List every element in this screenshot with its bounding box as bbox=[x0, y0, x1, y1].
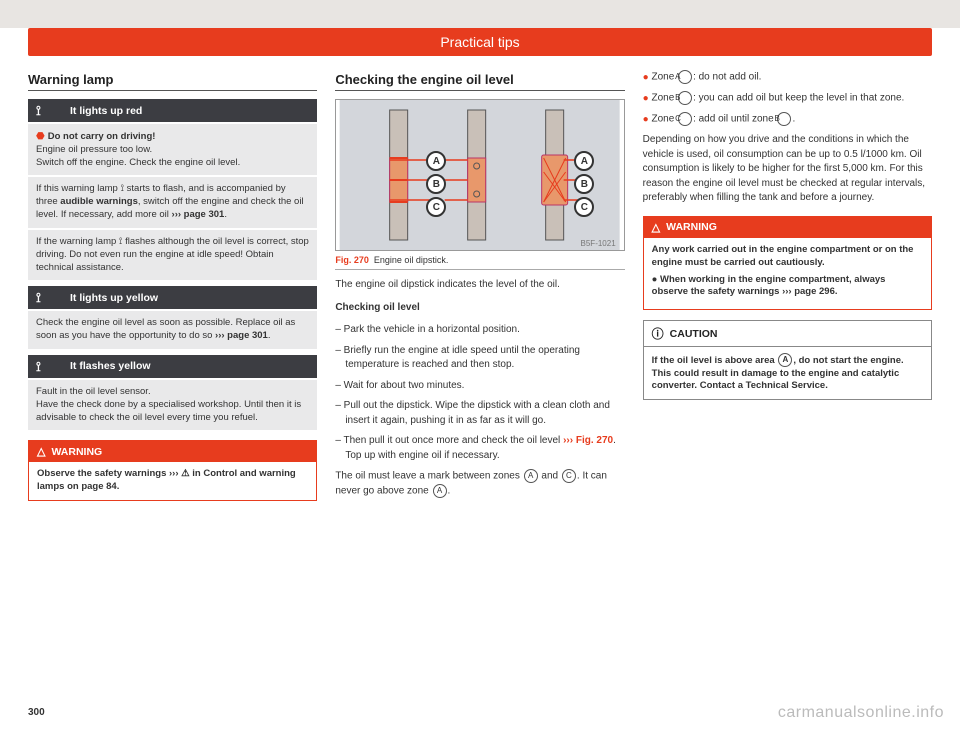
caution-body: If the oil level is above area A, do not… bbox=[644, 347, 931, 399]
fig-label-C2: C bbox=[574, 197, 594, 217]
section-title-check-oil: Checking the engine oil level bbox=[335, 72, 624, 91]
lamp-bar-yellow: ⟟ It lights up yellow bbox=[28, 286, 317, 309]
warning-title-2: WARNING bbox=[666, 221, 717, 233]
col2-s1: – Park the vehicle in a horizontal posit… bbox=[335, 323, 624, 338]
zone-A-ring3: A bbox=[678, 70, 692, 84]
page-number: 300 bbox=[28, 707, 45, 718]
page: Practical tips Warning lamp ⟟ It lights … bbox=[0, 28, 960, 736]
fig-label-A2: A bbox=[574, 151, 594, 171]
warning-title-1: WARNING bbox=[51, 446, 102, 458]
warning-triangle-icon: △ bbox=[37, 445, 45, 458]
column-3: Zone A: do not add oil. Zone B: you can … bbox=[643, 70, 932, 507]
columns: Warning lamp ⟟ It lights up red ⬣Do not … bbox=[28, 70, 932, 507]
col3-p1: Depending on how you drive and the condi… bbox=[643, 133, 932, 206]
warning-triangle-icon: △ bbox=[652, 221, 660, 234]
warning2-p1: Any work carried out in the engine compa… bbox=[652, 244, 914, 268]
col2-p1: The engine oil dipstick indicates the le… bbox=[335, 278, 624, 293]
lamp-bar-red: ⟟ It lights up red bbox=[28, 99, 317, 122]
lamp-bar-yellow-flash: ⟟ It flashes yellow bbox=[28, 355, 317, 378]
col2-s4: – Pull out the dipstick. Wipe the dipsti… bbox=[335, 399, 624, 428]
fig-label-A: A bbox=[426, 151, 446, 171]
caution-pa: If the oil level is above area bbox=[652, 355, 778, 366]
caution-title: CAUTION bbox=[670, 328, 718, 340]
red-block-2: If this warning lamp ⟟ starts to flash, … bbox=[28, 177, 317, 227]
caution-box: ⓘ CAUTION If the oil level is above area… bbox=[643, 320, 932, 400]
red-block-1-l2: Engine oil pressure too low. bbox=[36, 144, 152, 155]
col2-p2: The oil must leave a mark between zones … bbox=[335, 469, 624, 499]
watermark: carmanualsonline.info bbox=[778, 704, 944, 722]
col2-p2d: . bbox=[448, 486, 451, 497]
yellow-block-2: Fault in the oil level sensor. Have the … bbox=[28, 380, 317, 430]
col3-b3: Zone C: add oil until zone B. bbox=[643, 112, 932, 127]
oil-lamp-icon: ⟟ bbox=[36, 360, 58, 373]
red-block-1: ⬣Do not carry on driving! Engine oil pre… bbox=[28, 124, 317, 175]
fig-label-B: B bbox=[426, 174, 446, 194]
col2-p2a: The oil must leave a mark between zones bbox=[335, 471, 522, 482]
warning-body-1-text: Observe the safety warnings ››› ⚠ in Con… bbox=[37, 468, 296, 492]
column-1: Warning lamp ⟟ It lights up red ⬣Do not … bbox=[28, 70, 317, 507]
stop-icon: ⬣ bbox=[36, 131, 45, 142]
column-2: Checking the engine oil level bbox=[335, 70, 624, 507]
zone-B-ring2: B bbox=[777, 112, 791, 126]
zone-A-ring4: A bbox=[778, 353, 792, 367]
col3-b3b: : add oil until zone bbox=[693, 114, 776, 125]
col3-b1: Zone A: do not add oil. bbox=[643, 70, 932, 85]
figure-caption: Fig. 270 Engine oil dipstick. bbox=[335, 255, 624, 270]
header-title: Practical tips bbox=[440, 34, 519, 50]
fig-labels-left: A B C bbox=[426, 148, 446, 220]
col3-b1a: Zone bbox=[651, 72, 677, 83]
fig-label-C: C bbox=[426, 197, 446, 217]
lamp-bar-yellow-flash-text: It flashes yellow bbox=[70, 360, 151, 372]
col3-b3c: . bbox=[792, 114, 795, 125]
warning-box-2: △ WARNING Any work carried out in the en… bbox=[643, 216, 932, 310]
col2-s2: – Briefly run the engine at idle speed u… bbox=[335, 344, 624, 373]
col2-sub1: Checking oil level bbox=[335, 301, 624, 316]
warning-body-1: Observe the safety warnings ››› ⚠ in Con… bbox=[29, 462, 316, 500]
zone-A-ring: A bbox=[524, 469, 538, 483]
figure-caption-text: Engine oil dipstick. bbox=[374, 255, 449, 265]
zone-C-ring2: C bbox=[678, 112, 692, 126]
col2-p2b: and bbox=[539, 471, 561, 482]
col2-s5-ref: ››› Fig. 270 bbox=[563, 435, 613, 446]
lamp-bar-red-text: It lights up red bbox=[70, 105, 142, 117]
yellow-block-1: Check the engine oil level as soon as po… bbox=[28, 311, 317, 349]
col3-b2b: : you can add oil but keep the level in … bbox=[693, 93, 904, 104]
zone-A-ring2: A bbox=[433, 484, 447, 498]
zone-C-ring: C bbox=[562, 469, 576, 483]
col3-b3a: Zone bbox=[651, 114, 677, 125]
section-title-warning-lamp: Warning lamp bbox=[28, 72, 317, 91]
col2-s5a: – Then pull it out once more and check t… bbox=[335, 435, 563, 446]
red-block-3: If the warning lamp ⟟ flashes although t… bbox=[28, 230, 317, 280]
warning-head-1: △ WARNING bbox=[29, 441, 316, 462]
warning-box-1: △ WARNING Observe the safety warnings ››… bbox=[28, 440, 317, 501]
oil-lamp-icon: ⟟ bbox=[36, 291, 58, 304]
col3-b1b: : do not add oil. bbox=[693, 72, 761, 83]
col2-s3: – Wait for about two minutes. bbox=[335, 379, 624, 394]
col2-s5: – Then pull it out once more and check t… bbox=[335, 434, 624, 463]
oil-lamp-icon: ⟟ bbox=[36, 104, 58, 117]
col3-b2: Zone B: you can add oil but keep the lev… bbox=[643, 91, 932, 106]
col3-b2a: Zone bbox=[651, 93, 677, 104]
red-block-1-l3: Switch off the engine. Check the engine … bbox=[36, 157, 240, 168]
figure-270: B5F-1021 A B C A B C bbox=[335, 99, 624, 251]
info-icon: ⓘ bbox=[652, 325, 664, 342]
warning2-p2: ● When working in the engine compartment… bbox=[652, 274, 886, 298]
lamp-bar-yellow-text: It lights up yellow bbox=[70, 292, 158, 304]
zone-B-ring: B bbox=[678, 91, 692, 105]
warning-head-2: △ WARNING bbox=[644, 217, 931, 238]
red-block-1-l1: Do not carry on driving! bbox=[48, 131, 156, 142]
figure-ref: Fig. 270 bbox=[335, 255, 369, 265]
svg-text:B5F-1021: B5F-1021 bbox=[581, 239, 617, 248]
page-header: Practical tips bbox=[28, 28, 932, 56]
fig-labels-right: A B C bbox=[574, 148, 594, 220]
caution-head: ⓘ CAUTION bbox=[644, 321, 931, 347]
fig-label-B2: B bbox=[574, 174, 594, 194]
warning-body-2: Any work carried out in the engine compa… bbox=[644, 238, 931, 309]
